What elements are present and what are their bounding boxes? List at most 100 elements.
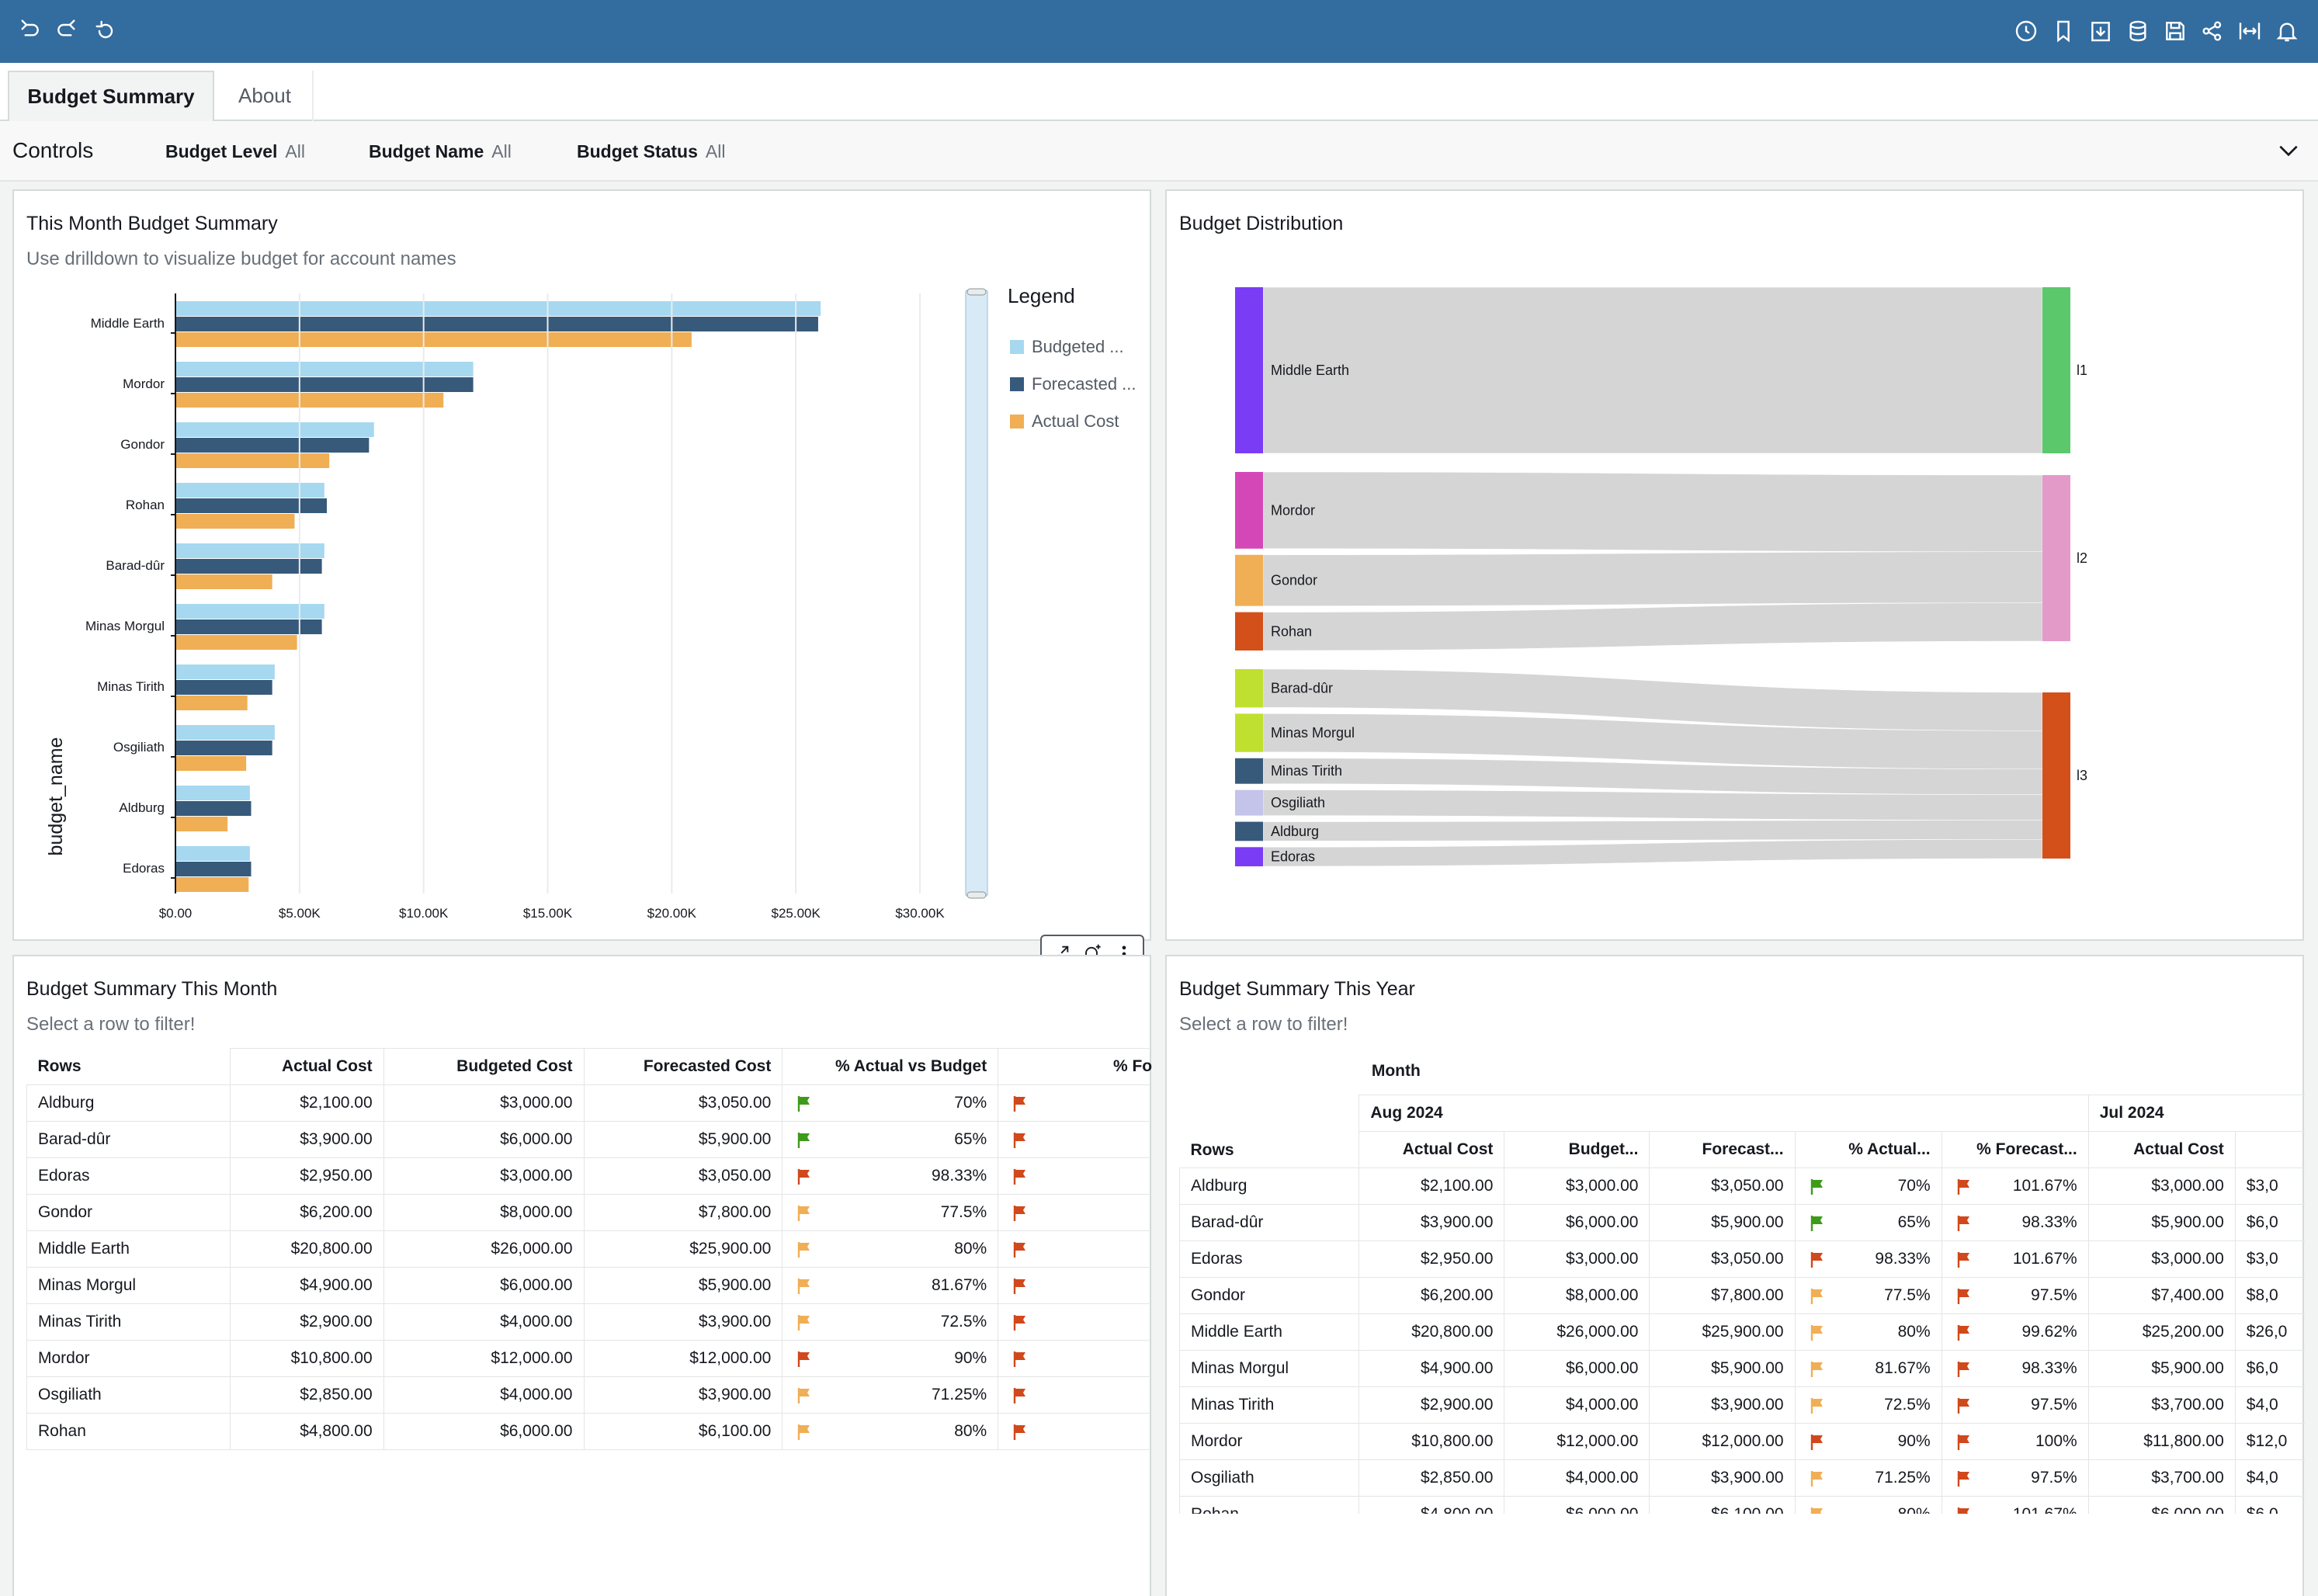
bar-budgeted-cost[interactable] — [175, 846, 250, 861]
column-header[interactable]: % Actual... — [1794, 1130, 1942, 1168]
save-icon[interactable] — [2163, 19, 2188, 43]
sankey-link[interactable] — [1262, 286, 2043, 454]
column-header[interactable]: Forecast... — [1649, 1130, 1796, 1168]
bar-forecasted-cost[interactable] — [175, 801, 252, 816]
row-name[interactable]: Aldburg — [1179, 1167, 1360, 1205]
column-header[interactable]: Actual Cost — [1359, 1130, 1505, 1168]
table-row[interactable]: Rohan $4,800.00 $6,000.00 $6,100.00 80% 101.6… — [1179, 1495, 2305, 1514]
table-row[interactable]: Gondor $6,200.00 $8,000.00 $7,800.00 77.5% 97… — [1179, 1276, 2305, 1314]
bar-actual-cost[interactable] — [175, 514, 295, 529]
table-row[interactable]: Middle Earth $20,800.00 $26,000.00 $25,900.… — [1179, 1313, 2305, 1351]
bookmark-icon[interactable] — [2051, 19, 2076, 43]
row-name[interactable]: Edoras — [1179, 1240, 1360, 1278]
rows-header[interactable]: Rows — [1179, 1095, 1359, 1168]
bar-actual-cost[interactable] — [175, 817, 228, 831]
sankey-target-node[interactable] — [2042, 692, 2070, 859]
column-header[interactable]: % Forecast... — [1941, 1130, 2089, 1168]
table-row[interactable]: Middle Earth $20,800.00 $26,000.00 $25,900.… — [26, 1230, 1152, 1268]
legend-item-budgeted[interactable]: Budgeted ... — [1032, 337, 1124, 356]
bar-budgeted-cost[interactable] — [175, 301, 821, 316]
sankey-source-node[interactable] — [1235, 789, 1263, 816]
bar-actual-cost[interactable] — [175, 453, 330, 468]
database-icon[interactable] — [2125, 19, 2150, 43]
sankey-link[interactable] — [1262, 602, 2043, 651]
column-header[interactable]: Budg — [2234, 1130, 2305, 1168]
fit-width-icon[interactable] — [2237, 19, 2262, 43]
row-name[interactable]: Middle Earth — [1179, 1313, 1360, 1351]
sankey-source-node[interactable] — [1235, 821, 1263, 841]
month-header-jul[interactable]: Jul 2024 — [2087, 1094, 2305, 1132]
chevron-down-icon[interactable] — [2276, 138, 2301, 163]
table-row[interactable]: Minas Tirith $2,900.00 $4,000.00 $3,900.00 7… — [1179, 1386, 2305, 1424]
clock-icon[interactable] — [2014, 19, 2039, 43]
sankey-target-node[interactable] — [2042, 475, 2070, 641]
bar-forecasted-cost[interactable] — [175, 862, 252, 876]
bar-forecasted-cost[interactable] — [175, 438, 370, 453]
sankey-source-node[interactable] — [1235, 669, 1263, 708]
column-header[interactable]: Budgeted Cost — [383, 1048, 585, 1085]
row-name[interactable]: Barad-dûr — [26, 1121, 231, 1158]
expand-icon[interactable] — [1050, 943, 1071, 965]
column-header[interactable]: Actual Cost — [229, 1048, 384, 1085]
sankey-source-node[interactable] — [1235, 472, 1263, 549]
month-header-aug[interactable]: Aug 2024 — [1359, 1094, 2089, 1132]
row-name[interactable]: Barad-dûr — [1179, 1203, 1360, 1241]
sankey-source-node[interactable] — [1235, 287, 1263, 453]
scrollbar-handle-top[interactable] — [966, 288, 987, 296]
row-name[interactable]: Osgiliath — [26, 1376, 231, 1414]
sankey-source-node[interactable] — [1235, 713, 1263, 752]
bar-budgeted-cost[interactable] — [175, 543, 324, 558]
bar-actual-cost[interactable] — [175, 756, 247, 771]
tab-budget-summary[interactable]: Budget Summary — [8, 71, 214, 121]
bar-actual-cost[interactable] — [175, 574, 272, 589]
bar-forecasted-cost[interactable] — [175, 619, 322, 634]
row-name[interactable]: Mordor — [26, 1340, 231, 1377]
row-name[interactable]: Osgiliath — [1179, 1459, 1360, 1497]
scrollbar-handle-bottom[interactable] — [966, 891, 987, 899]
table-row[interactable]: Minas Tirith $2,900.00 $4,000.00 $3,900.00 7… — [26, 1303, 1152, 1341]
bar-budgeted-cost[interactable] — [175, 362, 474, 376]
redo-icon[interactable] — [54, 19, 79, 43]
bar-actual-cost[interactable] — [175, 332, 692, 347]
row-name[interactable]: Gondor — [1179, 1276, 1360, 1314]
bar-budgeted-cost[interactable] — [175, 604, 324, 619]
row-name[interactable]: Middle Earth — [26, 1230, 231, 1268]
table-row[interactable]: Aldburg$2,100.00$3,000.00$3,050.0070%101… — [26, 1084, 1152, 1122]
bar-actual-cost[interactable] — [175, 635, 297, 650]
bar-actual-cost[interactable] — [175, 393, 444, 408]
bar-budgeted-cost[interactable] — [175, 422, 374, 437]
table-row[interactable]: Gondor$6,200.00$8,000.00$7,800.00 77.5% 97 — [26, 1194, 1152, 1231]
bar-forecasted-cost[interactable] — [175, 559, 322, 574]
sankey-link[interactable] — [1262, 789, 2043, 821]
sankey-link[interactable] — [1262, 820, 2043, 841]
table-row[interactable]: Osgiliath $2,850.00 $4,000.00 $3,900.00 71.2… — [1179, 1459, 2305, 1497]
reset-icon[interactable] — [93, 19, 118, 43]
table-row[interactable]: Osgiliath $2,850.00 $4,000.00 $3,900.00 71.2… — [26, 1376, 1152, 1414]
bar-forecasted-cost[interactable] — [175, 317, 818, 331]
table-row[interactable]: Minas Morgul $4,900.00 $6,000.00 $5,900.00 8… — [1179, 1349, 2305, 1387]
row-name[interactable]: Gondor — [26, 1194, 231, 1231]
sankey-source-node[interactable] — [1235, 612, 1263, 651]
table-row[interactable]: Edoras$2,950.00$3,000.00$3,050.0098.33%1… — [26, 1157, 1152, 1195]
bar-budgeted-cost[interactable] — [175, 725, 275, 740]
sankey-link[interactable] — [1262, 839, 2043, 867]
download-icon[interactable] — [2088, 19, 2113, 43]
column-header[interactable]: Budget... — [1504, 1130, 1650, 1168]
row-name[interactable]: Mordor — [1179, 1422, 1360, 1460]
sankey-link[interactable] — [1262, 471, 2043, 553]
row-name[interactable]: Edoras — [26, 1157, 231, 1195]
column-header[interactable]: % Forecas — [998, 1048, 1152, 1085]
bar-chart-visual[interactable]: This Month Budget Summary Use drilldown … — [12, 189, 1151, 941]
column-header[interactable]: Rows — [26, 1048, 231, 1085]
bar-budgeted-cost[interactable] — [175, 786, 250, 800]
tab-about[interactable]: About — [217, 71, 314, 121]
row-name[interactable]: Minas Tirith — [26, 1303, 231, 1341]
bar-forecasted-cost[interactable] — [175, 498, 327, 513]
column-header[interactable]: Actual Cost — [2087, 1130, 2236, 1168]
row-name[interactable]: Rohan — [26, 1413, 231, 1450]
row-name[interactable]: Aldburg — [26, 1084, 231, 1122]
